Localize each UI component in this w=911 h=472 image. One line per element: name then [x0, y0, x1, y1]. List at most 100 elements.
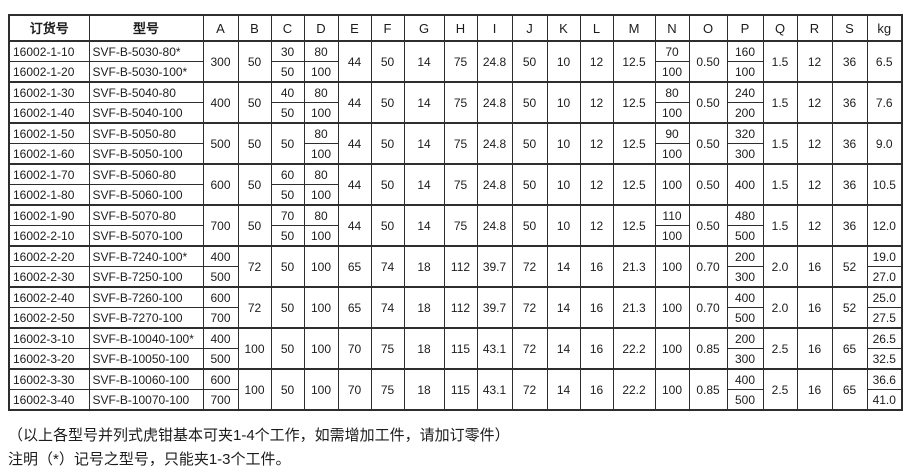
- table-cell: 50: [237, 40, 272, 83]
- table-cell: 14: [546, 286, 581, 329]
- footnote-line-2: 注明（*）记号之型号，只能夹1-3个工件。: [8, 451, 291, 468]
- order-number-cell: 16002-3-30: [8, 368, 90, 390]
- table-cell: 44: [337, 40, 372, 83]
- table-cell: 10: [546, 40, 581, 83]
- table-cell: 300: [202, 40, 239, 83]
- table-cell: 80: [303, 122, 339, 144]
- model-cell: SVF-B-10060-100: [88, 368, 204, 390]
- table-cell: 36: [831, 40, 868, 83]
- table-cell: 0.70: [688, 245, 728, 288]
- table-cell: 1.5: [762, 81, 798, 124]
- table-cell: 30: [270, 40, 305, 62]
- table-cell: 100: [303, 327, 339, 370]
- column-header-C: C: [270, 14, 305, 42]
- table-cell: 1.5: [762, 122, 798, 165]
- table-cell: 22.2: [612, 368, 656, 411]
- table-cell: 50: [270, 368, 305, 411]
- column-header-J: J: [511, 14, 548, 42]
- model-cell: SVF-B-10040-100*: [88, 327, 204, 349]
- table-cell: 75: [443, 40, 478, 83]
- table-cell: 50: [237, 163, 272, 206]
- table-cell: 9.0: [866, 122, 903, 165]
- table-cell: 16: [796, 368, 833, 411]
- order-number-cell: 16002-2-50: [8, 307, 90, 329]
- table-cell: 50: [370, 204, 405, 247]
- table-cell: 2.0: [762, 286, 798, 329]
- table-cell: 43.1: [476, 327, 513, 370]
- table-cell: 27.5: [866, 307, 903, 329]
- table-cell: 10: [546, 122, 581, 165]
- table-cell: 1.5: [762, 204, 798, 247]
- table-cell: 100: [303, 143, 339, 165]
- table-cell: 14: [403, 40, 445, 83]
- table-cell: 500: [202, 348, 239, 370]
- order-number-cell: 16002-2-20: [8, 245, 90, 267]
- table-cell: 700: [202, 389, 239, 411]
- table-row: 16002-2-50 SVF-B-7270-100 700 500 27.5: [8, 307, 903, 329]
- column-header-D: D: [303, 14, 339, 42]
- table-cell: 10.5: [866, 163, 903, 206]
- column-header-F: F: [370, 14, 405, 42]
- table-row: 16002-3-40 SVF-B-10070-100 700 500 41.0: [8, 389, 903, 411]
- table-cell: 12.5: [612, 163, 656, 206]
- table-cell: 16: [579, 245, 614, 288]
- table-cell: 2.0: [762, 245, 798, 288]
- table-cell: 18: [403, 245, 445, 288]
- table-cell: 50: [370, 40, 405, 83]
- table-cell: 700: [202, 204, 239, 247]
- table-cell: 39.7: [476, 286, 513, 329]
- table-cell: 50: [237, 122, 272, 165]
- table-cell: 24.8: [476, 40, 513, 83]
- table-cell: 240: [726, 81, 764, 103]
- table-cell: 16: [579, 327, 614, 370]
- table-cell: 72: [237, 286, 272, 329]
- table-cell: 75: [443, 122, 478, 165]
- table-cell: 36: [831, 81, 868, 124]
- table-cell: 50: [511, 122, 548, 165]
- table-cell: 50: [370, 81, 405, 124]
- table-row: 16002-2-10 SVF-B-5070-100 50 100 100 500: [8, 225, 902, 247]
- table-cell: 24.8: [476, 163, 513, 206]
- table-cell: 14: [403, 122, 445, 165]
- order-number-cell: 16002-1-10: [8, 40, 90, 62]
- table-cell: 21.3: [612, 245, 656, 288]
- table-cell: 100: [303, 286, 339, 329]
- table-cell: 200: [726, 102, 764, 124]
- table-cell: 14: [403, 81, 445, 124]
- table-row: 16002-1-70 SVF-B-5060-80 600 50 60 80 44 50 14 75…: [8, 163, 903, 206]
- table-cell: 0.50: [688, 81, 728, 124]
- table-cell: 16: [579, 368, 614, 411]
- table-cell: 50: [511, 81, 548, 124]
- table-cell: 0.85: [688, 368, 728, 411]
- table-cell: 2.5: [762, 327, 798, 370]
- table-cell: 110: [654, 204, 690, 226]
- table-cell: 12: [796, 81, 833, 124]
- model-cell: SVF-B-5060-80: [88, 163, 204, 185]
- order-number-cell: 16002-1-30: [8, 81, 90, 103]
- model-cell: SVF-B-10070-100: [88, 389, 204, 411]
- table-cell: 600: [202, 368, 239, 390]
- table-cell: 100: [654, 102, 690, 124]
- column-header-S: S: [831, 14, 868, 42]
- table-cell: 400: [726, 368, 764, 390]
- table-row: 16002-2-30 SVF-B-7250-100 500 300 27.0: [8, 266, 903, 288]
- order-number-cell: 16002-1-90: [8, 204, 90, 226]
- table-cell: 12.5: [612, 40, 656, 83]
- table-cell: 50: [511, 163, 548, 206]
- table-row: 16002-1-10 SVF-B-5030-80* 300 50 30 80 44 50 14 7…: [8, 40, 903, 83]
- table-cell: 12.5: [612, 204, 656, 247]
- table-cell: 0.50: [688, 204, 728, 247]
- table-cell: 44: [337, 81, 372, 124]
- table-cell: 80: [303, 204, 339, 226]
- table-cell: 10: [546, 81, 581, 124]
- table-cell: 72: [511, 245, 548, 288]
- table-cell: 300: [726, 348, 764, 370]
- table-cell: 52: [831, 245, 868, 288]
- table-cell: 22.2: [612, 327, 656, 370]
- order-number-cell: 16002-1-20: [8, 61, 90, 83]
- model-cell: SVF-B-5070-80: [88, 204, 204, 226]
- table-cell: 100: [237, 327, 272, 370]
- table-cell: 26.5: [866, 327, 903, 349]
- table-cell: 115: [443, 368, 478, 411]
